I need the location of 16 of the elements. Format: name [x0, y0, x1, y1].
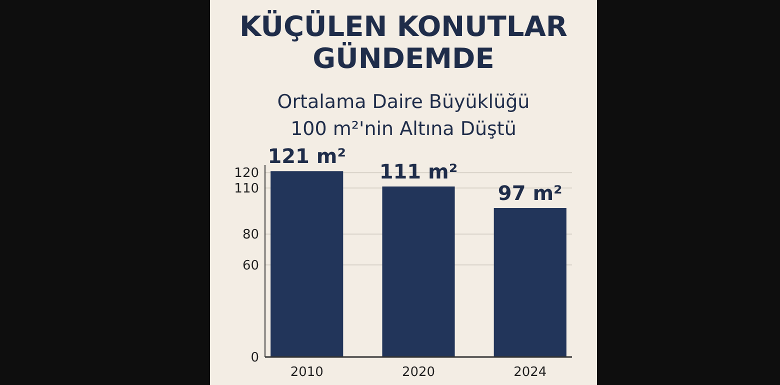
data-label: 111 m²	[379, 160, 458, 184]
chart-subtitle: Ortalama Daire Büyüklüğü 100 m²'nin Altına Düştü	[277, 91, 530, 140]
data-label: 97 m²	[498, 181, 562, 206]
x-tick-label: 2024	[514, 365, 547, 380]
x-tick-label: 2010	[290, 365, 324, 380]
chart-title: KÜÇÜLEN KONUTLAR GÜNDEMDE	[240, 10, 568, 75]
y-tick-label: 60	[242, 258, 259, 274]
y-tick-label: 120	[234, 166, 259, 182]
bar	[382, 186, 455, 357]
x-tick-label: 2020	[402, 365, 436, 380]
y-tick-label: 0	[250, 350, 259, 366]
bar	[270, 171, 344, 357]
data-label: 121 m²	[268, 144, 346, 168]
bar	[494, 208, 566, 357]
y-tick-label: 110	[234, 182, 259, 197]
y-tick-label: 80	[242, 228, 259, 243]
